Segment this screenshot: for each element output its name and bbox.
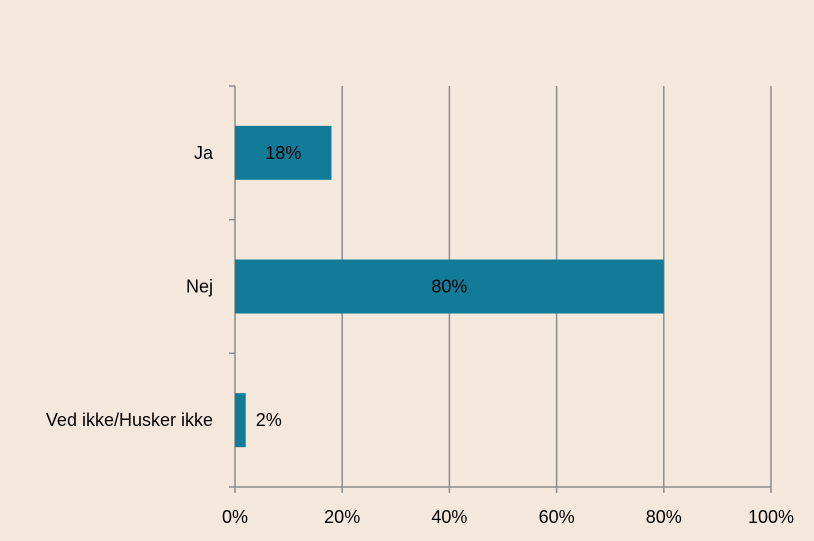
category-label: Ved ikke/Husker ikke — [46, 410, 213, 430]
x-tick-label: 0% — [222, 507, 248, 527]
x-tick-label: 60% — [539, 507, 575, 527]
bar-1 — [235, 125, 332, 180]
bar-2 — [235, 259, 664, 314]
bars — [235, 125, 664, 448]
data-label: 18% — [265, 143, 301, 163]
category-label: Nej — [186, 277, 213, 297]
x-tick-label: 40% — [431, 507, 467, 527]
bar-3 — [235, 393, 246, 448]
x-tick-label: 20% — [324, 507, 360, 527]
category-label: Ja — [194, 143, 214, 163]
labels: 0% 20% 40% 60% 80% 100% Ja 18% Nej 80% Ved ikke/Hu… — [46, 143, 794, 527]
x-tick-label: 100% — [748, 507, 794, 527]
data-label: 2% — [256, 410, 282, 430]
x-tick-label: 80% — [646, 507, 682, 527]
data-label: 80% — [431, 277, 467, 297]
